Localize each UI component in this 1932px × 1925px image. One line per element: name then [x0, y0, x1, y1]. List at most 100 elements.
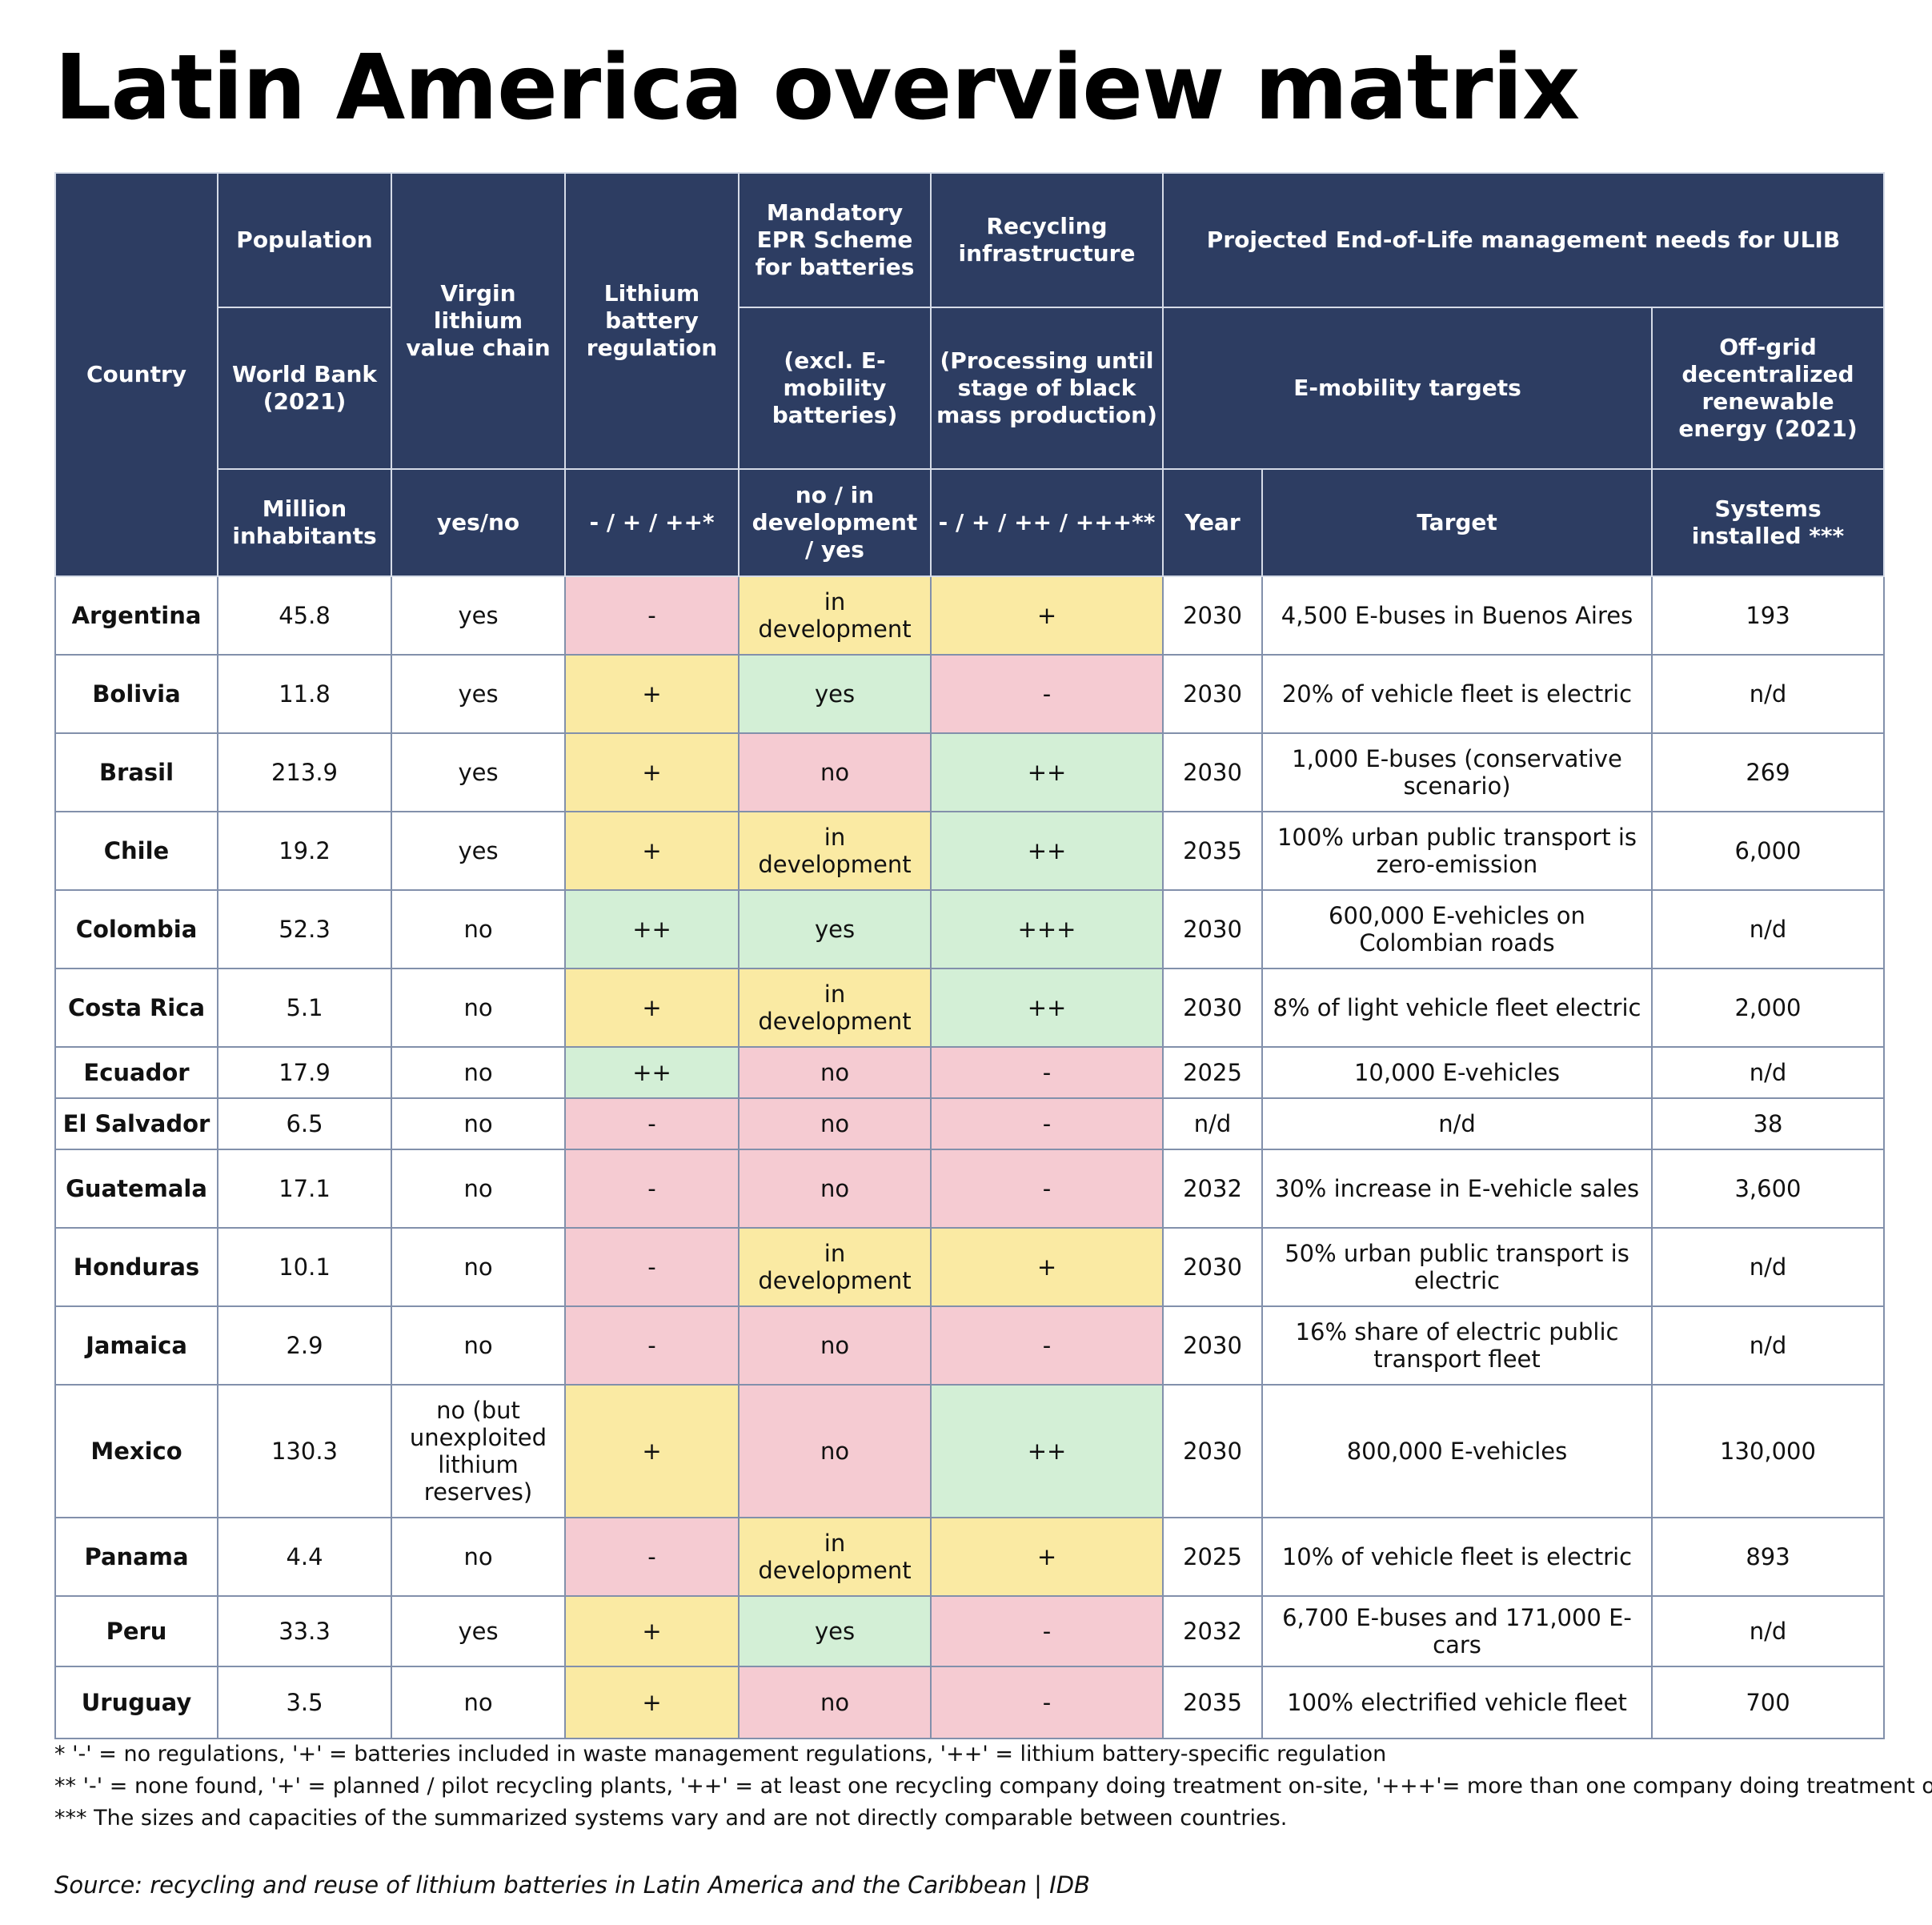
epr-cell: no [738, 1305, 932, 1386]
table-header: Country Population Virgin lithium value … [54, 172, 1885, 577]
recycling-cell: - [930, 1149, 1164, 1229]
population-cell: 213.9 [217, 732, 392, 812]
country-cell: El Salvador [54, 1097, 218, 1150]
year-cell: 2030 [1162, 575, 1263, 656]
footnote-regulation: * '-' = no regulations, '+' = batteries … [54, 1742, 1387, 1767]
systems-installed-cell: 38 [1651, 1097, 1885, 1150]
virgin-lithium-cell: yes [391, 1595, 566, 1667]
systems-installed-cell: 193 [1651, 575, 1885, 656]
year-cell: 2030 [1162, 889, 1263, 969]
footnotes: * '-' = no regulations, '+' = batteries … [54, 1739, 1932, 1835]
country-cell: Chile [54, 811, 218, 891]
recycling-cell: - [930, 1046, 1164, 1099]
epr-cell: in development [738, 968, 932, 1048]
table-row: Costa Rica 5.1 no + in development ++ 2030 8% o… [54, 968, 1885, 1048]
target-cell: 16% share of electric public transport f… [1261, 1305, 1653, 1386]
systems-installed-cell: 3,600 [1651, 1149, 1885, 1229]
virgin-lithium-cell: yes [391, 654, 566, 734]
header-country: Country [54, 172, 218, 577]
recycling-cell: - [930, 1595, 1164, 1667]
header-population-unit: Million inhabitants [217, 468, 392, 577]
regulation-cell: ++ [564, 889, 740, 969]
year-cell: n/d [1162, 1097, 1263, 1150]
footnote-recycling: ** '-' = none found, '+' = planned / pil… [54, 1774, 1932, 1799]
table-row: Chile 19.2 yes + in development ++ 2035 100% ur… [54, 811, 1885, 891]
recycling-cell: ++ [930, 811, 1164, 891]
regulation-cell: + [564, 1666, 740, 1739]
recycling-cell: - [930, 1305, 1164, 1386]
virgin-lithium-cell: no [391, 1305, 566, 1386]
recycling-cell: + [930, 1517, 1164, 1597]
header-epr-scheme: Mandatory EPR Scheme for batteries [738, 172, 932, 308]
systems-installed-cell: n/d [1651, 1227, 1885, 1307]
epr-cell: no [738, 1149, 932, 1229]
target-cell: 100% urban public transport is zero-emis… [1261, 811, 1653, 891]
target-cell: 800,000 E-vehicles [1261, 1384, 1653, 1518]
header-recycling-infrastructure: Recycling infrastructure [930, 172, 1164, 308]
systems-installed-cell: n/d [1651, 889, 1885, 969]
regulation-cell: - [564, 1227, 740, 1307]
header-recycling-unit: - / + / ++ / +++** [930, 468, 1164, 577]
year-cell: 2030 [1162, 968, 1263, 1048]
population-cell: 52.3 [217, 889, 392, 969]
year-cell: 2035 [1162, 811, 1263, 891]
regulation-cell: + [564, 968, 740, 1048]
virgin-lithium-cell: no [391, 1046, 566, 1099]
systems-installed-cell: n/d [1651, 1305, 1885, 1386]
header-population: Population [217, 172, 392, 308]
year-cell: 2030 [1162, 1227, 1263, 1307]
systems-installed-cell: n/d [1651, 1046, 1885, 1099]
table-row: Mexico 130.3 no (but unexploited lithium r… [54, 1384, 1885, 1518]
epr-cell: no [738, 732, 932, 812]
systems-installed-cell: 2,000 [1651, 968, 1885, 1048]
virgin-lithium-cell: no [391, 1227, 566, 1307]
recycling-cell: ++ [930, 1384, 1164, 1518]
country-cell: Uruguay [54, 1666, 218, 1739]
country-cell: Jamaica [54, 1305, 218, 1386]
target-cell: 100% electrified vehicle fleet [1261, 1666, 1653, 1739]
target-cell: 6,700 E-buses and 171,000 E-cars [1261, 1595, 1653, 1667]
header-lithium-regulation: Lithium battery regulation [564, 172, 740, 470]
header-virgin-unit: yes/no [391, 468, 566, 577]
country-cell: Peru [54, 1595, 218, 1667]
regulation-cell: + [564, 654, 740, 734]
systems-installed-cell: 893 [1651, 1517, 1885, 1597]
virgin-lithium-cell: no [391, 1097, 566, 1150]
table-row: Colombia 52.3 no ++ yes +++ 2030 600,000 E-vehi… [54, 889, 1885, 969]
systems-installed-cell: 700 [1651, 1666, 1885, 1739]
country-cell: Honduras [54, 1227, 218, 1307]
target-cell: 50% urban public transport is electric [1261, 1227, 1653, 1307]
year-cell: 2030 [1162, 1384, 1263, 1518]
header-population-source: World Bank (2021) [217, 307, 392, 470]
regulation-cell: ++ [564, 1046, 740, 1099]
systems-installed-cell: 269 [1651, 732, 1885, 812]
regulation-cell: + [564, 1384, 740, 1518]
source-note: Source: recycling and reuse of lithium b… [54, 1871, 1090, 1899]
target-cell: 4,500 E-buses in Buenos Aires [1261, 575, 1653, 656]
target-cell: 30% increase in E-vehicle sales [1261, 1149, 1653, 1229]
regulation-cell: - [564, 1149, 740, 1229]
recycling-cell: - [930, 1666, 1164, 1739]
population-cell: 11.8 [217, 654, 392, 734]
year-cell: 2032 [1162, 1149, 1263, 1229]
systems-installed-cell: 6,000 [1651, 811, 1885, 891]
systems-installed-cell: 130,000 [1651, 1384, 1885, 1518]
header-offgrid: Off-grid decentralized renewable energy … [1651, 307, 1885, 470]
page-title: Latin America overview matrix [54, 36, 1580, 140]
virgin-lithium-cell: no (but unexploited lithium reserves) [391, 1384, 566, 1518]
virgin-lithium-cell: yes [391, 732, 566, 812]
epr-cell: in development [738, 1517, 932, 1597]
year-cell: 2025 [1162, 1046, 1263, 1099]
population-cell: 2.9 [217, 1305, 392, 1386]
country-cell: Colombia [54, 889, 218, 969]
recycling-cell: - [930, 654, 1164, 734]
epr-cell: no [738, 1046, 932, 1099]
table-body: Argentina 45.8 yes - in development +2030 4,50… [54, 575, 1885, 1739]
table-row: Argentina 45.8 yes - in development +2030 4,50… [54, 575, 1885, 656]
country-cell: Guatemala [54, 1149, 218, 1229]
recycling-cell: + [930, 575, 1164, 656]
regulation-cell: - [564, 1097, 740, 1150]
target-cell: 20% of vehicle fleet is electric [1261, 654, 1653, 734]
systems-installed-cell: n/d [1651, 654, 1885, 734]
epr-cell: in development [738, 811, 932, 891]
